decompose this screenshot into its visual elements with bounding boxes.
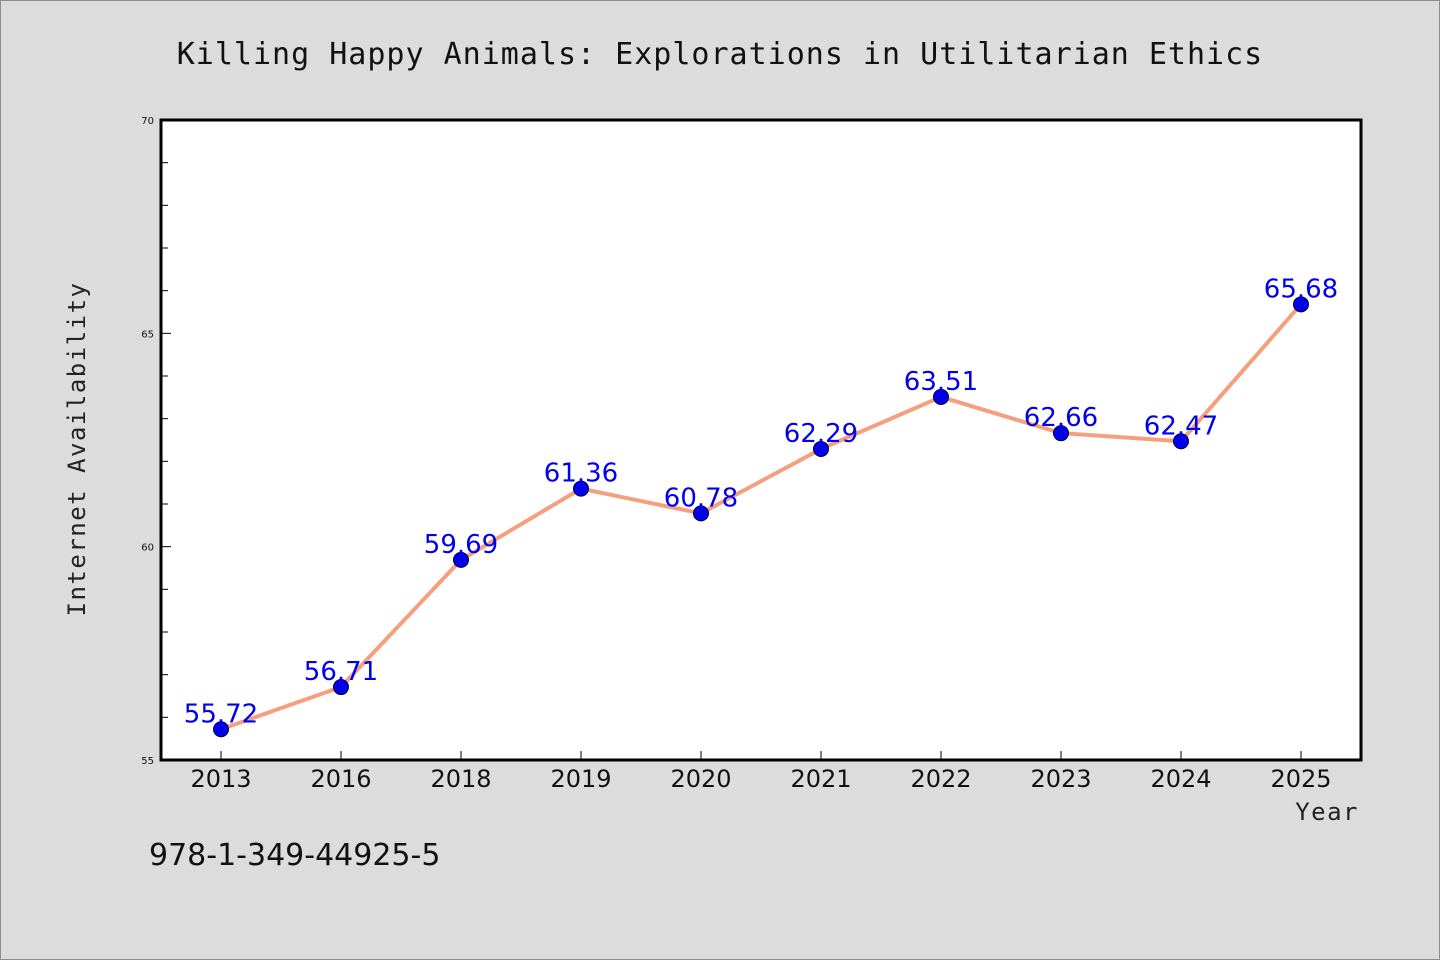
isbn-text: 978-1-349-44925-5	[149, 838, 440, 873]
data-label: 65.68	[1264, 274, 1338, 304]
data-labels: 55.72 56.71 59.69 61.36 60.78 62.29 63.51 62.66…	[184, 274, 1338, 729]
data-point	[333, 679, 349, 696]
x-tick-label: 2023	[1030, 765, 1091, 793]
x-tick-label: 2024	[1150, 765, 1211, 793]
y-axis-label: Internet Availability	[63, 282, 91, 617]
y-axis: 55 60 65 70	[141, 116, 171, 767]
x-tick-label: 2019	[550, 765, 611, 793]
data-point	[1053, 425, 1069, 442]
data-point	[453, 551, 469, 568]
series-line	[219, 302, 1303, 732]
x-tick-label: 2018	[430, 765, 491, 793]
data-label: 61.36	[544, 459, 618, 489]
x-axis-label: Year	[1295, 798, 1359, 826]
y-tick-label: 60	[141, 543, 154, 554]
data-point	[213, 721, 229, 738]
x-tick-label: 2021	[790, 765, 851, 793]
x-tick-label: 2016	[310, 765, 371, 793]
data-point	[693, 505, 709, 522]
y-tick-label: 70	[141, 116, 154, 127]
data-label: 59.69	[424, 530, 498, 560]
data-label: 62.66	[1024, 403, 1098, 433]
y-tick-label: 65	[141, 329, 154, 340]
data-point	[573, 480, 589, 497]
data-markers	[213, 296, 1309, 738]
x-tick-label: 2013	[190, 765, 251, 793]
data-point	[1173, 433, 1189, 450]
data-label: 62.47	[1144, 411, 1218, 441]
data-point	[933, 388, 949, 405]
data-point	[813, 440, 829, 457]
x-tick-label: 2022	[910, 765, 971, 793]
data-label: 60.78	[664, 483, 738, 513]
data-label: 63.51	[904, 367, 978, 397]
chart-title: Killing Happy Animals: Explorations in U…	[177, 37, 1264, 72]
data-label: 62.29	[784, 419, 858, 449]
data-point	[1293, 296, 1309, 313]
data-label: 56.71	[304, 657, 378, 687]
data-label: 55.72	[184, 699, 258, 729]
x-tick-label: 2025	[1270, 765, 1331, 793]
x-tick-label: 2020	[670, 765, 731, 793]
x-axis: 2013 2016 2018 2019 2020 2021 2022 2023 2024 2025	[190, 751, 1332, 793]
y-tick-label: 55	[141, 756, 154, 767]
